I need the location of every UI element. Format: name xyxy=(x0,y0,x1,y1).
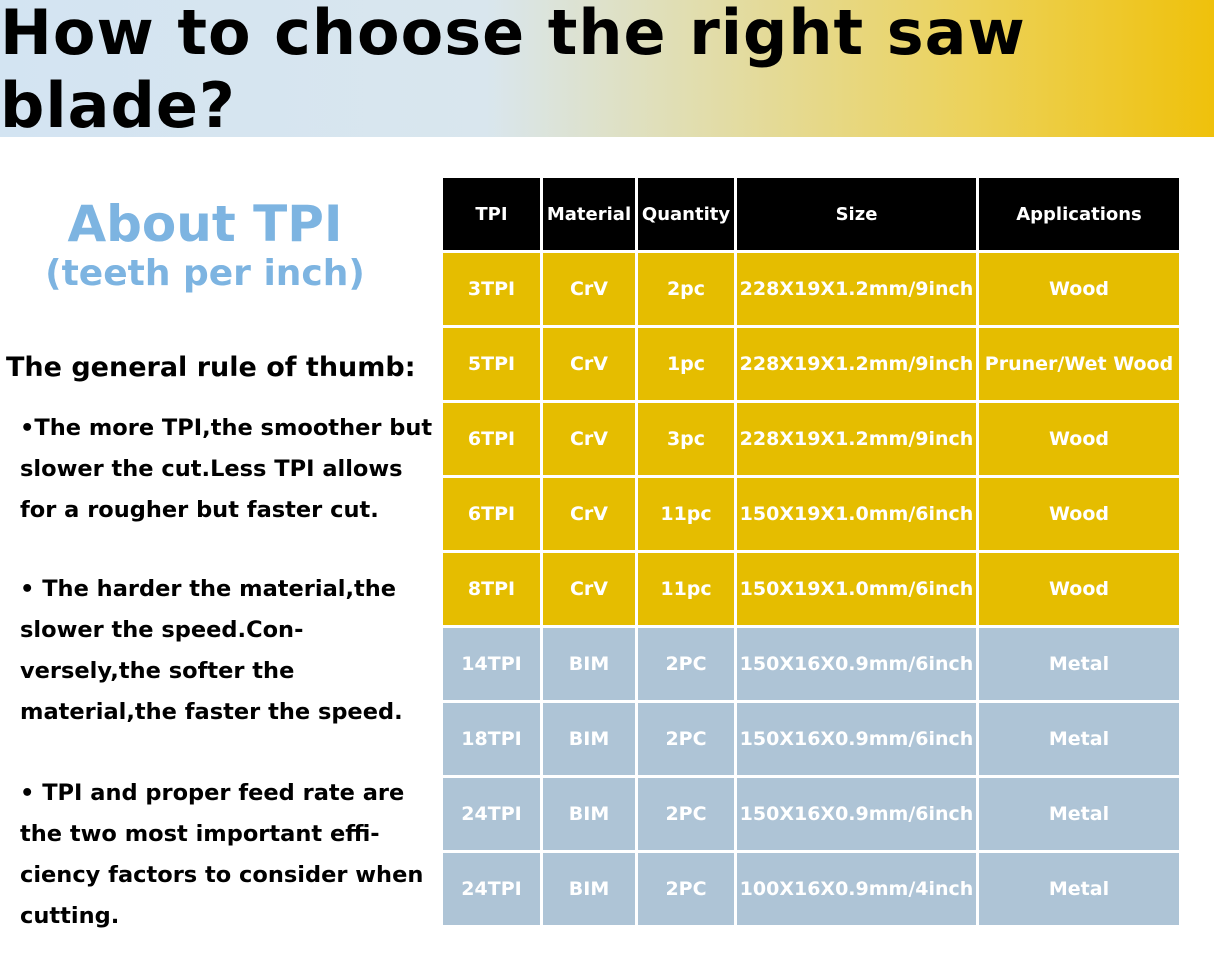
table-cell: 1pc xyxy=(638,328,734,400)
table-cell: Metal xyxy=(979,853,1179,925)
table-cell: 11pc xyxy=(638,553,734,625)
table-cell: 150X16X0.9mm/6inch xyxy=(737,628,976,700)
table-cell: 8TPI xyxy=(443,553,540,625)
rules-heading: The general rule of thumb: xyxy=(6,352,416,383)
table-cell: 6TPI xyxy=(443,403,540,475)
table-cell: 2pc xyxy=(638,253,734,325)
header-cell: Material xyxy=(543,178,635,250)
table-cell: 6TPI xyxy=(443,478,540,550)
table-cell: Pruner/Wet Wood xyxy=(979,328,1179,400)
table-cell: 100X16X0.9mm/4inch xyxy=(737,853,976,925)
table-cell: 5TPI xyxy=(443,328,540,400)
bullet: • The harder the material,the slower the… xyxy=(20,576,403,725)
header: How to choose the right saw blade? xyxy=(0,0,1214,142)
table-cell: 24TPI xyxy=(443,853,540,925)
table-cell: 228X19X1.2mm/9inch xyxy=(737,328,976,400)
bullet: •The more TPI,the smoother but slower th… xyxy=(20,415,433,523)
bullet: • TPI and proper feed rate are the two m… xyxy=(20,780,424,929)
table-cell: 18TPI xyxy=(443,703,540,775)
table-cell: 2PC xyxy=(638,628,734,700)
table-cell: 228X19X1.2mm/9inch xyxy=(737,403,976,475)
header-cell: Applications xyxy=(979,178,1179,250)
table-cell: CrV xyxy=(543,328,635,400)
table-cell: BIM xyxy=(543,853,635,925)
table-cell: Wood xyxy=(979,253,1179,325)
table-cell: BIM xyxy=(543,703,635,775)
table-cell: CrV xyxy=(543,478,635,550)
table-cell: 150X19X1.0mm/6inch xyxy=(737,478,976,550)
about-title: About TPI xyxy=(67,195,343,253)
header-cell: Size xyxy=(737,178,976,250)
table-cell: 11pc xyxy=(638,478,734,550)
header-cell: Quantity xyxy=(638,178,734,250)
table-cell: 14TPI xyxy=(443,628,540,700)
table-cell: 2PC xyxy=(638,703,734,775)
table-cell: 150X19X1.0mm/6inch xyxy=(737,553,976,625)
title: How to choose the right saw blade? xyxy=(0,0,1026,142)
table-cell: 24TPI xyxy=(443,778,540,850)
table-cell: Wood xyxy=(979,553,1179,625)
table-cell: CrV xyxy=(543,403,635,475)
table-cell: Wood xyxy=(979,403,1179,475)
table-cell: Metal xyxy=(979,703,1179,775)
table-cell: 150X16X0.9mm/6inch xyxy=(737,778,976,850)
table-cell: 3pc xyxy=(638,403,734,475)
table-cell: Wood xyxy=(979,478,1179,550)
table-cell: 2PC xyxy=(638,778,734,850)
table-cell: 3TPI xyxy=(443,253,540,325)
table-cell: CrV xyxy=(543,553,635,625)
table: TPI Material Quantity Size Applications 3TPI C… xyxy=(443,178,1179,925)
table-cell: 150X16X0.9mm/6inch xyxy=(737,703,976,775)
header-cell: TPI xyxy=(443,178,540,250)
about-subtitle: (teeth per inch) xyxy=(45,253,365,294)
table-cell: 228X19X1.2mm/9inch xyxy=(737,253,976,325)
table-cell: BIM xyxy=(543,628,635,700)
table-cell: Metal xyxy=(979,628,1179,700)
table-cell: 2PC xyxy=(638,853,734,925)
table-cell: BIM xyxy=(543,778,635,850)
table-cell: Metal xyxy=(979,778,1179,850)
table-cell: CrV xyxy=(543,253,635,325)
